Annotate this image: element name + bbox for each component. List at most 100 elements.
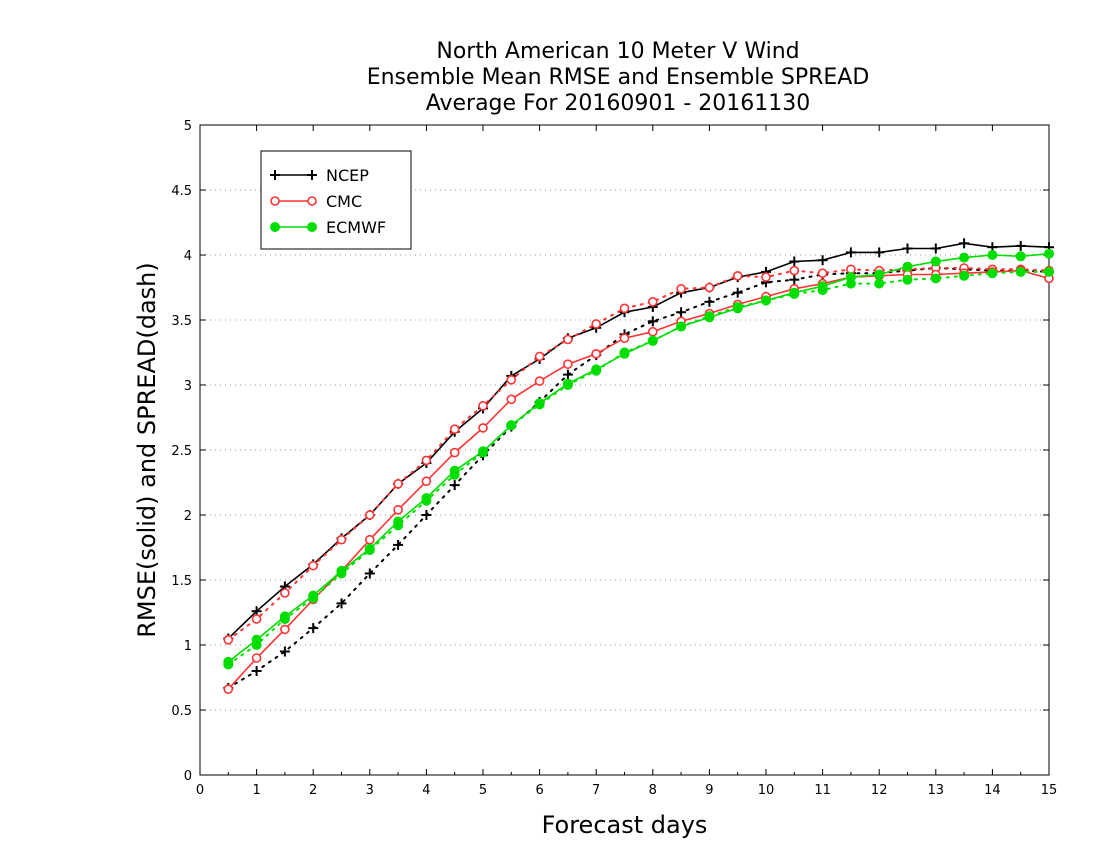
x-tick-label: 13 — [928, 783, 945, 798]
y-tick-label: 3.5 — [171, 314, 192, 329]
ecmwf-spread-point — [1044, 266, 1054, 277]
ncep-spread-point — [676, 307, 687, 318]
series-lines — [223, 238, 1054, 695]
cmc-spread-point — [647, 296, 658, 307]
y-tick-label: 0.5 — [171, 704, 192, 719]
ecmwf-rmse-point — [1015, 251, 1026, 262]
title-line: North American 10 Meter V Wind — [436, 39, 799, 64]
ncep-spread-point — [732, 287, 743, 298]
ecmwf-spread-point — [930, 273, 941, 284]
x-tick-label: 7 — [592, 783, 600, 798]
ncep-rmse-point — [1015, 240, 1026, 251]
cmc-rmse-point — [506, 394, 517, 405]
x-tick-label: 12 — [871, 783, 888, 798]
x-axis-ticks: 0 1 2 3 4 5 6 7 8 9 10 11 12 13 14 15 — [196, 125, 1057, 798]
ecmwf-rmse-point — [676, 321, 687, 332]
cmc-rmse-point — [619, 333, 630, 344]
title-line: Ensemble Mean RMSE and Ensemble SPREAD — [367, 65, 870, 90]
legend-marker-ncep — [270, 170, 280, 180]
y-tick-label: 3 — [184, 379, 192, 394]
ecmwf-rmse-point — [987, 250, 998, 260]
cmc-spread-point — [478, 400, 488, 411]
ncep-spread-point — [251, 666, 262, 676]
y-axis-ticks: 0 0.5 1 1.5 2 2.5 3 3.5 4 4.5 5 — [171, 119, 1049, 784]
ecmwf-rmse-point — [421, 493, 432, 504]
ecmwf-spread-point — [902, 274, 913, 285]
ncep-spread-point — [562, 369, 573, 380]
cmc-spread-point — [280, 588, 290, 598]
ncep-spread-point — [308, 623, 319, 634]
ncep-spread-line — [227, 266, 1050, 689]
cmc-spread-point — [308, 560, 319, 571]
ecmwf-rmse-point — [619, 348, 630, 359]
cmc-spread-point — [534, 351, 545, 362]
ecmwf-rmse-point — [902, 261, 913, 272]
ncep-rmse-point — [817, 255, 828, 266]
ecmwf-rmse-point — [789, 287, 800, 298]
x-tick-label: 8 — [649, 783, 657, 798]
ncep-spread-point — [449, 480, 460, 491]
cmc-rmse-point — [534, 376, 545, 386]
ecmwf-rmse-point — [364, 543, 375, 554]
ecmwf-spread-point — [874, 278, 885, 289]
ecmwf-rmse-point — [959, 252, 970, 263]
ecmwf-rmse-point — [449, 465, 460, 476]
ecmwf-spread-point — [1015, 266, 1026, 277]
ecmwf-rmse-point — [393, 516, 404, 527]
ecmwf-rmse-point — [279, 611, 290, 622]
ncep-spread-point — [364, 568, 375, 579]
legend-label-cmc: CMC — [326, 192, 362, 211]
cmc-rmse-point — [393, 504, 403, 515]
y-axis-title: RMSE(solid) and SPREAD(dash) — [133, 262, 161, 638]
cmc-spread-point — [364, 510, 375, 520]
x-tick-label: 3 — [366, 783, 374, 798]
x-tick-label: 6 — [535, 783, 543, 798]
ecmwf-rmse-point — [506, 420, 517, 431]
x-axis-title: Forecast days — [542, 811, 708, 839]
ecmwf-rmse-point — [732, 303, 743, 314]
cmc-spread-point — [591, 319, 602, 329]
x-tick-label: 10 — [758, 783, 775, 798]
ecmwf-spread-point — [987, 268, 998, 279]
ecmwf-rmse-point — [591, 364, 602, 375]
cmc-rmse-point — [280, 624, 290, 635]
ncep-rmse-point — [902, 243, 913, 254]
legend-marker-cmc — [270, 196, 280, 206]
ecmwf-spread-line — [227, 270, 1050, 666]
ncep-rmse-line — [227, 242, 1050, 640]
ncep-rmse-point — [930, 243, 941, 254]
y-tick-label: 4.5 — [171, 184, 192, 199]
y-tick-label: 2.5 — [171, 444, 192, 459]
cmc-rmse-point — [251, 653, 262, 663]
cmc-spread-point — [223, 634, 234, 645]
legend-marker-ncep — [307, 170, 317, 180]
x-tick-label: 1 — [252, 783, 260, 798]
ecmwf-rmse-point — [534, 398, 545, 409]
cmc-rmse-point — [478, 423, 488, 433]
y-tick-label: 2 — [184, 509, 192, 524]
ncep-rmse-point — [874, 247, 885, 258]
y-tick-label: 0 — [184, 769, 192, 784]
y-tick-label: 1.5 — [171, 574, 192, 589]
cmc-rmse-point — [647, 326, 658, 337]
cmc-spread-point — [676, 283, 686, 294]
ncep-spread-point — [647, 316, 658, 327]
ecmwf-rmse-point — [478, 446, 488, 457]
cmc-spread-point — [393, 478, 403, 489]
ecmwf-rmse-point — [647, 335, 658, 346]
cmc-rmse-point — [563, 359, 573, 370]
cmc-spread-point — [761, 272, 771, 282]
x-tick-label: 5 — [479, 783, 487, 798]
legend-marker-ecmwf — [270, 222, 280, 232]
x-tick-label: 9 — [705, 783, 713, 798]
ecmwf-rmse-point — [223, 656, 234, 667]
cmc-spread-point — [449, 424, 460, 435]
ecmwf-rmse-line — [227, 252, 1050, 663]
cmc-rmse-point — [421, 476, 432, 487]
legend-marker-ecmwf — [307, 222, 317, 232]
cmc-spread-point — [732, 270, 743, 281]
legend-label-ecmwf: ECMWF — [326, 218, 386, 237]
ecmwf-rmse-point — [1044, 248, 1054, 259]
cmc-spread-line — [227, 267, 1050, 641]
